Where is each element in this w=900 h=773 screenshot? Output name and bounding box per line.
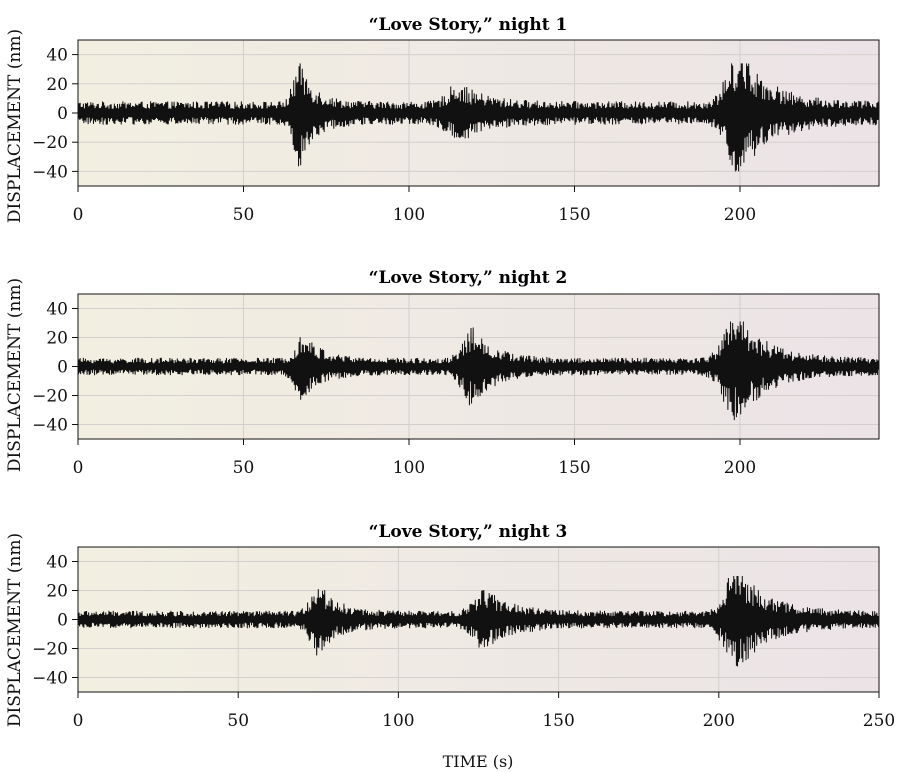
- y-tick-label: 0: [57, 104, 68, 124]
- panel-night-3: “Love Story,” night 3 DISPLACEMENT (nm) …: [5, 522, 895, 731]
- y-tick-label: 40: [46, 300, 68, 320]
- y-tick-label: −40: [32, 162, 68, 182]
- panel-title: “Love Story,” night 3: [369, 522, 568, 542]
- y-tick-label: −40: [32, 669, 68, 689]
- x-tick-label: 100: [393, 205, 425, 225]
- x-axis-label: TIME (s): [443, 752, 514, 771]
- x-tick-label: 100: [382, 711, 414, 731]
- y-tick-label: 40: [46, 46, 68, 66]
- x-tick-label: 0: [73, 205, 84, 225]
- x-tick-label: 200: [703, 711, 735, 731]
- x-tick-label: 0: [73, 458, 84, 478]
- displacement-trace: [77, 321, 880, 421]
- panel-night-2: “Love Story,” night 2 DISPLACEMENT (nm) …: [5, 268, 880, 478]
- y-tick-label: 40: [46, 553, 68, 573]
- x-tick-label: 200: [724, 458, 756, 478]
- y-tick-label: −20: [32, 640, 68, 660]
- x-tick-label: 200: [724, 205, 756, 225]
- x-tick-label: 250: [863, 711, 895, 731]
- panel-night-1: “Love Story,” night 1 DISPLACEMENT (nm) …: [5, 15, 880, 225]
- y-tick-label: −20: [32, 133, 68, 153]
- y-tick-label: −20: [32, 387, 68, 407]
- x-tick-label: 100: [393, 458, 425, 478]
- y-tick-label: 20: [46, 75, 68, 95]
- x-ticks: 0 50 100 150 200: [73, 439, 756, 478]
- x-tick-label: 50: [233, 458, 255, 478]
- y-tick-label: 0: [57, 611, 68, 631]
- y-axis-label: DISPLACEMENT (nm): [5, 29, 25, 223]
- y-axis-label: DISPLACEMENT (nm): [5, 533, 25, 727]
- y-ticks: 40 20 0 −20 −40: [32, 300, 78, 436]
- y-tick-label: 0: [57, 358, 68, 378]
- y-tick-label: 20: [46, 329, 68, 349]
- x-ticks: 0 50 100 150 200 250: [73, 692, 895, 731]
- x-tick-label: 150: [558, 205, 590, 225]
- x-tick-label: 50: [233, 205, 255, 225]
- x-tick-label: 150: [542, 711, 574, 731]
- displacement-trace: [77, 63, 880, 172]
- panel-title: “Love Story,” night 1: [369, 15, 568, 35]
- x-ticks: 0 50 100 150 200: [73, 186, 756, 225]
- y-ticks: 40 20 0 −20 −40: [32, 553, 78, 689]
- x-tick-label: 0: [73, 711, 84, 731]
- y-ticks: 40 20 0 −20 −40: [32, 46, 78, 182]
- x-tick-label: 150: [558, 458, 590, 478]
- y-tick-label: 20: [46, 582, 68, 602]
- y-tick-label: −40: [32, 416, 68, 436]
- displacement-trace: [77, 575, 880, 667]
- y-axis-label: DISPLACEMENT (nm): [5, 278, 25, 472]
- panel-title: “Love Story,” night 2: [369, 268, 568, 288]
- x-tick-label: 50: [227, 711, 249, 731]
